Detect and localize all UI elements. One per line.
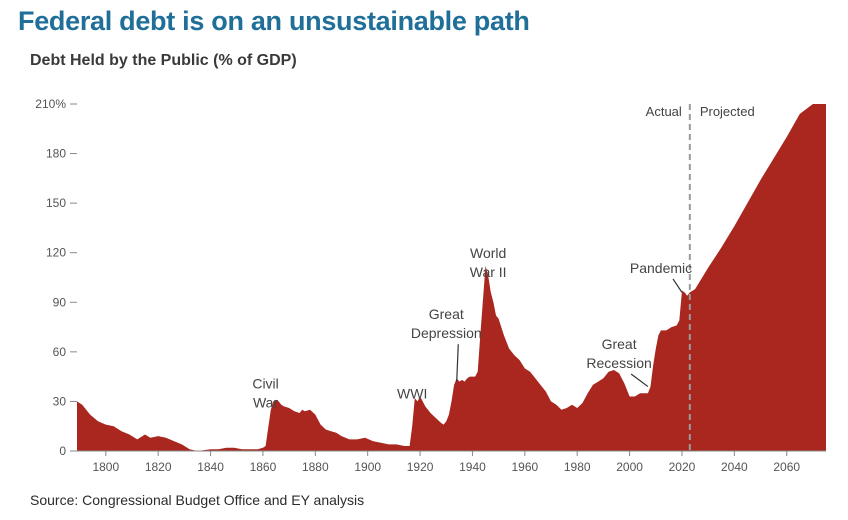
- annotation-arrow: [630, 373, 649, 388]
- annotation-arrow: [672, 278, 683, 293]
- debt-area: [77, 104, 826, 451]
- x-tick-label: 1840: [197, 460, 224, 474]
- y-tick-label: 210%: [35, 97, 66, 111]
- annotation: Great Recession: [586, 336, 652, 388]
- y-axis: 0 30 60 90 120 150 180 210%: [35, 97, 77, 458]
- annotation-label: Pandemic: [630, 260, 692, 276]
- x-tick-label: 2040: [721, 460, 748, 474]
- projected-label: Projected: [700, 104, 755, 119]
- x-tick-label: 1900: [354, 460, 381, 474]
- annotation-label: Great: [602, 336, 637, 352]
- area-layer: [77, 104, 826, 451]
- annotation: Great Depression: [411, 306, 482, 382]
- x-axis: 1800 1820 1840 1860 1880 1900 1920 1940 1960 1980…: [77, 450, 826, 474]
- annotation: WWI: [397, 386, 427, 402]
- annotation: World War II: [470, 245, 507, 280]
- x-tick-label: 1960: [511, 460, 538, 474]
- annotations: Civil War WWI Great Depression World War II Gre…: [252, 245, 692, 411]
- actual-projected-divider: Actual Projected: [646, 104, 755, 451]
- x-tick-label: 1880: [302, 460, 329, 474]
- x-tick-label: 2020: [669, 460, 696, 474]
- x-tick-label: 1820: [145, 460, 172, 474]
- x-tick-label: 1940: [459, 460, 486, 474]
- x-tick-label: 1980: [564, 460, 591, 474]
- x-tick-label: 2060: [773, 460, 800, 474]
- actual-label: Actual: [646, 104, 682, 119]
- x-tick-label: 1860: [250, 460, 277, 474]
- y-tick-label: 150: [46, 196, 66, 210]
- y-tick-label: 0: [59, 444, 66, 458]
- x-tick-label: 1800: [92, 460, 119, 474]
- y-tick-label: 180: [46, 147, 66, 161]
- annotation-label: War II: [470, 264, 507, 280]
- annotation-label: World: [470, 245, 506, 261]
- annotation-label: Depression: [411, 325, 482, 341]
- y-tick-label: 90: [53, 295, 67, 309]
- chart-title: Federal debt is on an unsustainable path: [18, 6, 530, 36]
- y-tick-label: 60: [53, 345, 67, 359]
- annotation: Civil War: [252, 376, 278, 411]
- annotation-arrow: [456, 344, 459, 382]
- chart-subtitle: Debt Held by the Public (% of GDP): [30, 52, 297, 69]
- x-tick-label: 2000: [616, 460, 643, 474]
- annotation-label: Recession: [586, 355, 651, 371]
- annotation-label: WWI: [397, 386, 427, 402]
- source-note: Source: Congressional Budget Office and …: [30, 492, 365, 508]
- y-tick-label: 120: [46, 246, 66, 260]
- annotation: Pandemic: [630, 260, 692, 293]
- annotation-label: Great: [429, 306, 464, 322]
- annotation-label: War: [253, 395, 278, 411]
- annotation-label: Civil: [252, 376, 278, 392]
- y-tick-label: 30: [53, 394, 67, 408]
- x-tick-label: 1920: [407, 460, 434, 474]
